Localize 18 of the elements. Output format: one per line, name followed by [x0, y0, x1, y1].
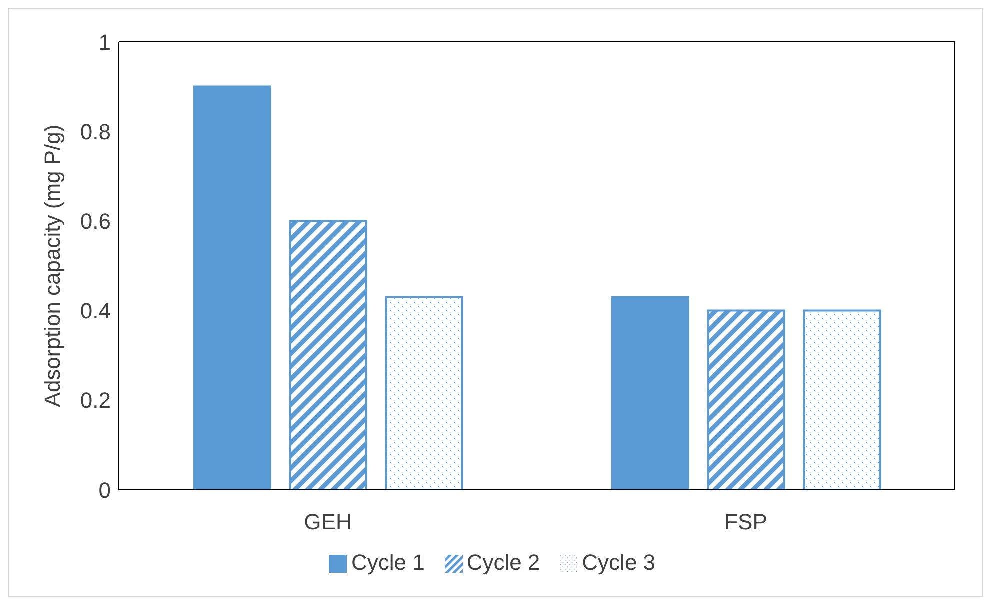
bar: [707, 310, 786, 490]
y-tick-label: 0.6: [80, 209, 111, 234]
bar: [803, 310, 882, 490]
y-tick-label: 0.8: [80, 119, 111, 144]
y-tick-label: 0.4: [80, 298, 111, 324]
bar: [289, 220, 368, 490]
bar: [385, 296, 464, 490]
bar: [611, 296, 690, 490]
legend-label: Cycle 2: [466, 550, 540, 575]
y-tick-label: 0: [98, 478, 111, 503]
bar: [193, 86, 272, 490]
legend-label: Cycle 1: [351, 550, 425, 575]
x-tick-label: GEH: [304, 510, 352, 535]
x-tick-label: FSP: [724, 510, 768, 535]
y-tick-label: 0.2: [80, 388, 111, 414]
y-tick-label: 1: [98, 30, 111, 55]
legend-label: Cycle 3: [582, 550, 656, 575]
y-axis-title: Adsorption capacity (mg P/g): [40, 124, 65, 408]
